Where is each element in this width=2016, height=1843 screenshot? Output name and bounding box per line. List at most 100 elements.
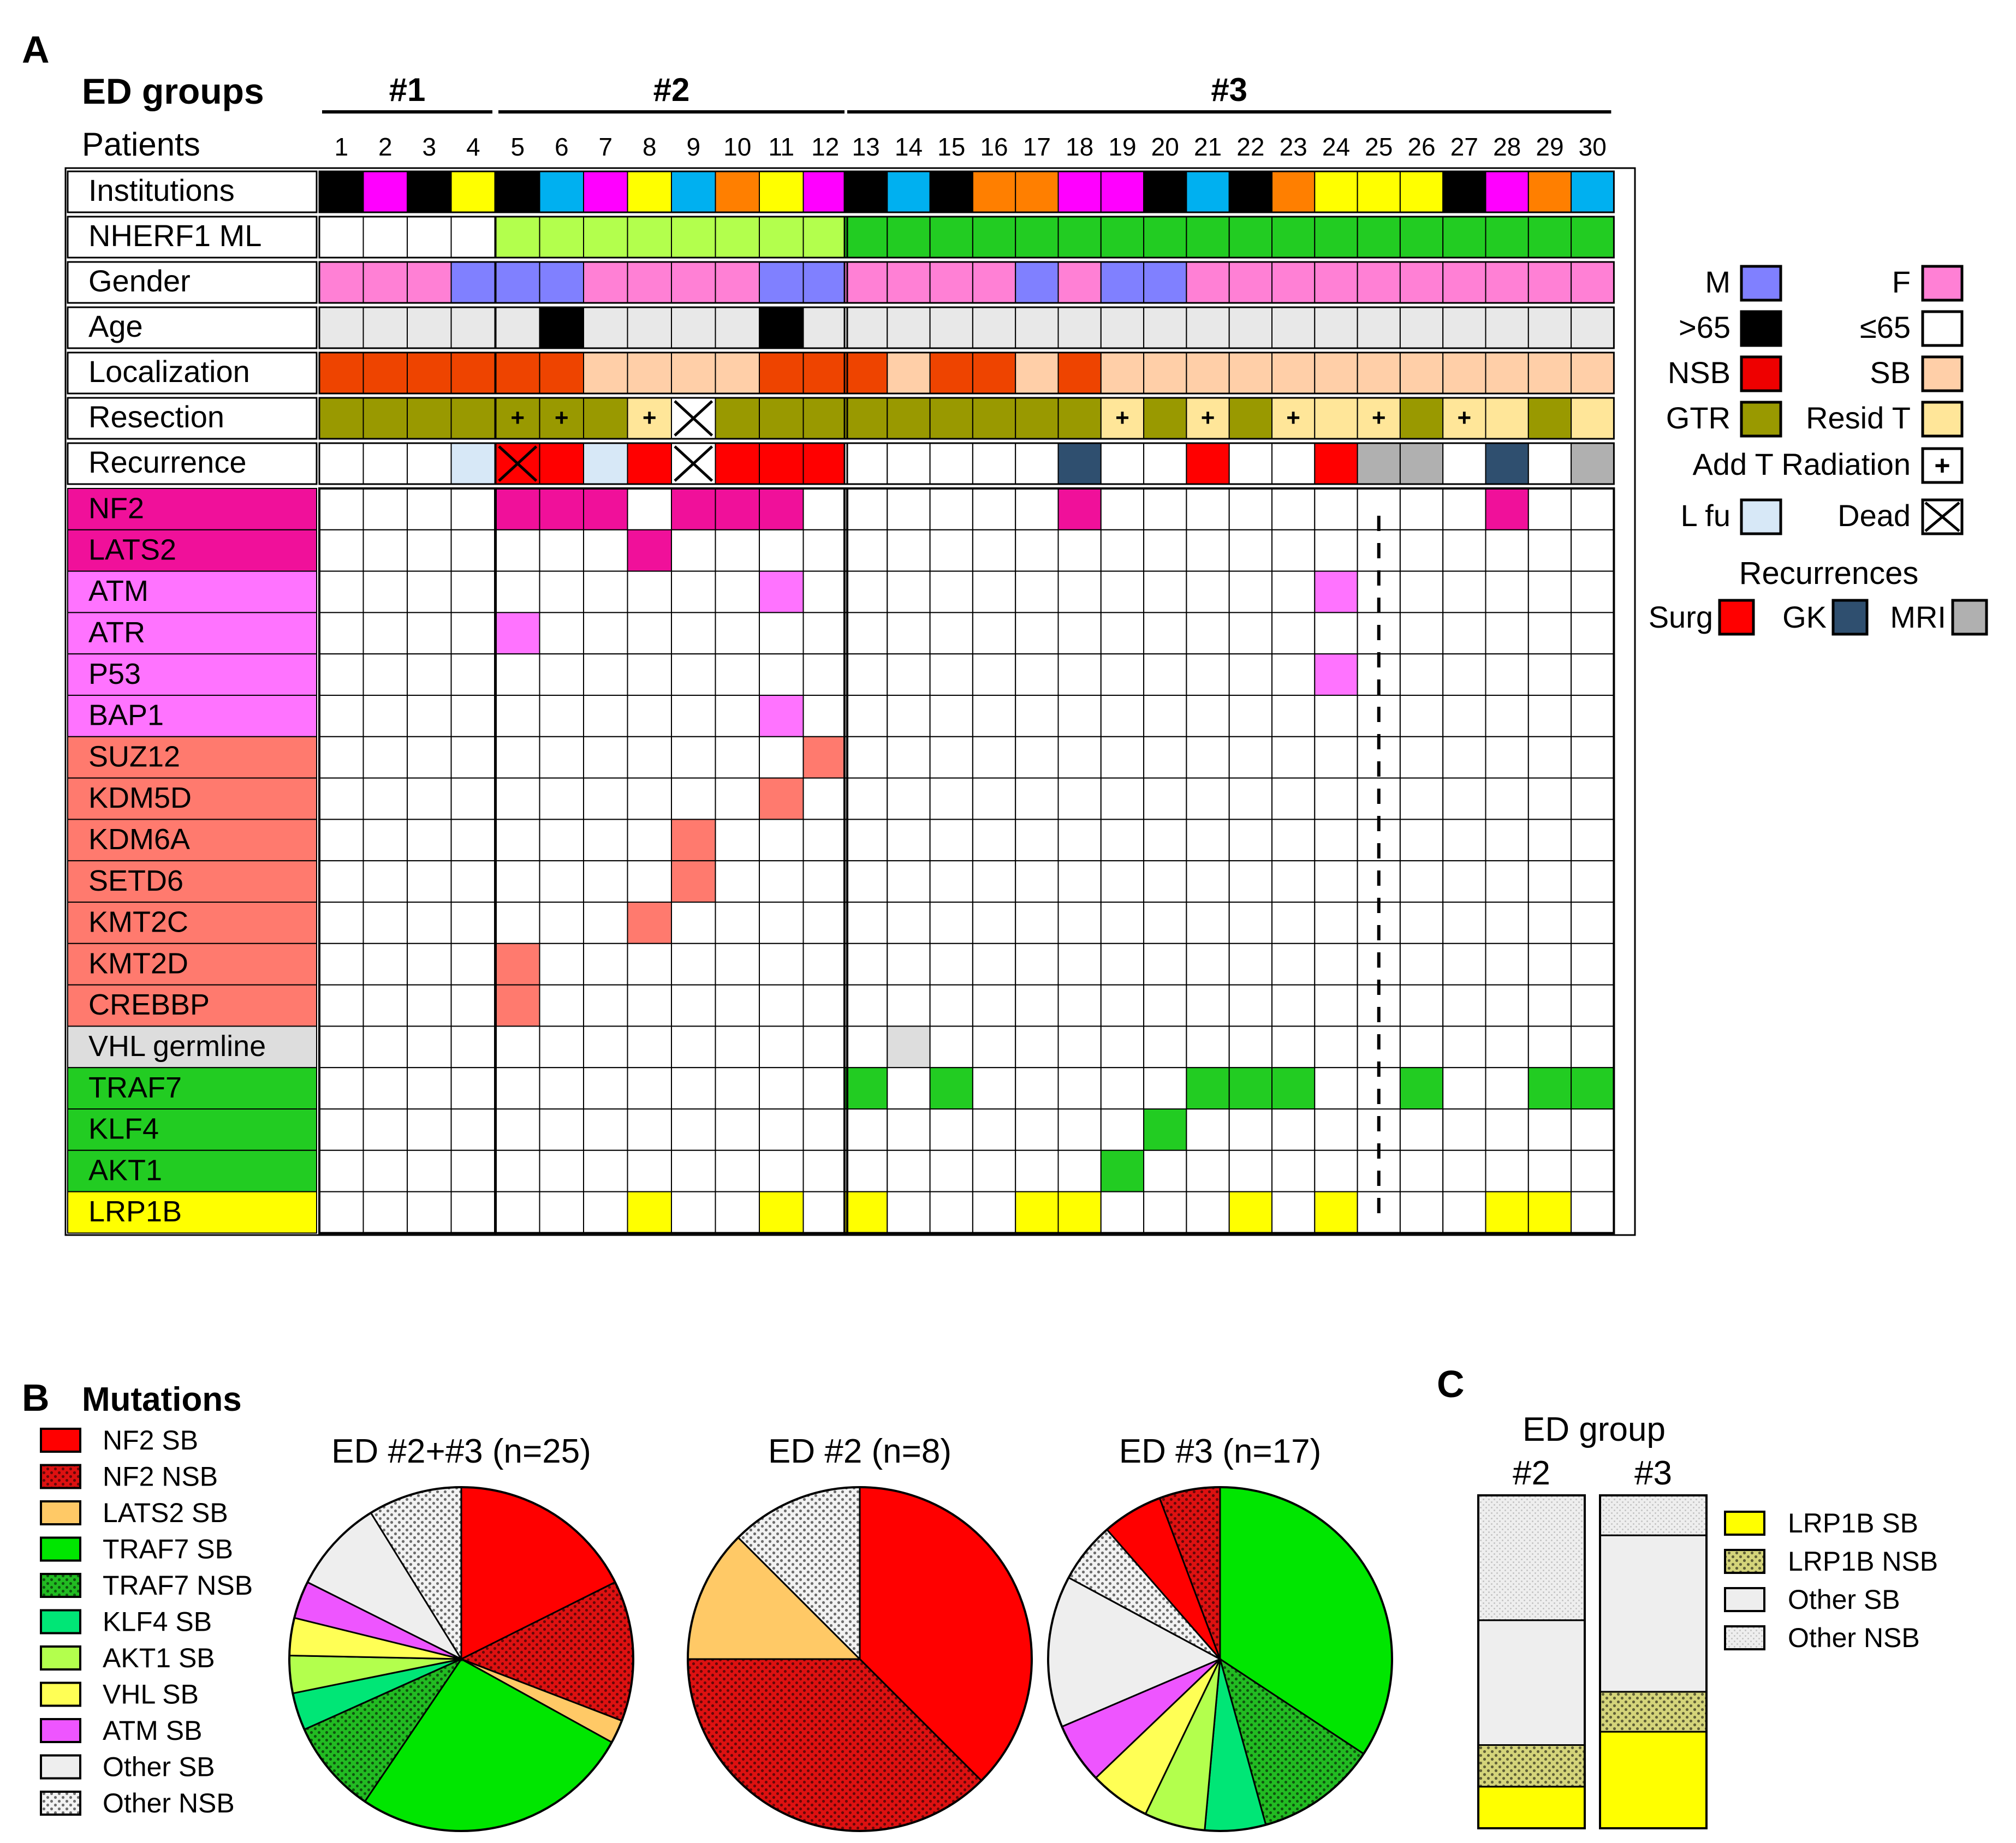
gene-cell (1015, 943, 1059, 986)
gene-label: ATR (88, 616, 145, 649)
gene-cell (1485, 1149, 1529, 1192)
mutation-cell (844, 1067, 888, 1110)
group-label-1: #1 (389, 71, 426, 108)
gene-cell (887, 736, 931, 779)
gene-cell (1271, 488, 1316, 530)
gene-cell (1100, 1067, 1145, 1110)
gene-cell (627, 1067, 672, 1110)
mutation-cell (1485, 1191, 1529, 1234)
gene-label: KDM5D (88, 782, 192, 814)
gene-cell (1271, 902, 1316, 944)
gene-cell (362, 1025, 408, 1069)
clinical-cell (715, 261, 760, 303)
clinical-cell (1314, 216, 1358, 258)
row-label-box (67, 397, 318, 440)
gene-cell (450, 488, 496, 530)
clinical-cell (715, 307, 760, 349)
gene-cell (671, 984, 716, 1027)
gene-label-box (67, 943, 317, 986)
patient-number: 30 (1579, 133, 1607, 161)
legend-swatch-pattern (1725, 1626, 1764, 1649)
pie-outline (1047, 1486, 1393, 1832)
gene-label: KMT2D (88, 947, 188, 980)
gene-label: VHL germline (88, 1030, 266, 1063)
gene-cell (929, 695, 973, 737)
patient-number: 3 (422, 133, 436, 161)
clinical-cell (844, 352, 888, 394)
gene-cell (1015, 570, 1059, 613)
gene-label-box (67, 1025, 317, 1069)
gene-cell (1314, 1067, 1358, 1110)
clinical-cell (539, 397, 584, 439)
gene-cell (1442, 777, 1486, 820)
gene-cell (319, 819, 364, 862)
patient-number: 1 (334, 133, 348, 161)
clinical-cell (583, 216, 628, 258)
gene-cell (1100, 902, 1145, 944)
clinical-cell (929, 397, 973, 439)
gene-cell (539, 529, 584, 572)
clinical-cell (1442, 443, 1486, 485)
gene-cell (1485, 695, 1529, 737)
pie-outline (288, 1486, 634, 1832)
gene-cell (1314, 1108, 1358, 1151)
gene-cell (1399, 570, 1444, 613)
gene-cell (450, 1025, 496, 1069)
gene-cell (671, 1067, 716, 1110)
gene-cell (1485, 529, 1529, 572)
gene-cell (929, 1025, 973, 1069)
gene-cell (844, 488, 888, 530)
gene-cell (1399, 653, 1444, 696)
gene-cell (1314, 1025, 1358, 1069)
clinical-cell (319, 261, 364, 303)
gene-cell (1186, 488, 1230, 530)
gene-label-box (67, 1191, 317, 1234)
patient-number: 22 (1236, 133, 1264, 161)
clinical-cell (802, 443, 848, 485)
gene-cell (972, 860, 1016, 903)
mutation-cell (1271, 1067, 1316, 1110)
legend-swatch-pattern (40, 1791, 81, 1816)
gene-cell (627, 695, 672, 737)
gene-cell (583, 1108, 628, 1151)
gene-cell (407, 1025, 452, 1069)
gene-cell (407, 488, 452, 530)
gene-cell (1271, 984, 1316, 1027)
legend-swatch (40, 1500, 81, 1525)
gene-cell (887, 1108, 931, 1151)
row-block-border (495, 306, 848, 349)
gene-cell (362, 488, 408, 530)
gene-cell (802, 777, 848, 820)
gene-cell (495, 860, 540, 903)
gene-cell (1057, 1067, 1102, 1110)
mutation-cell (671, 860, 716, 903)
patient-numbers: 1 2 3 4 5 6 7 8 9 10 11 12 13 14 15 16 17 18 19 20 21 22 23 24 2… (334, 133, 1606, 161)
gene-cell (1143, 695, 1187, 737)
bar-segment-other-nsb-pattern (1600, 1495, 1706, 1536)
legend-label: SB (1870, 355, 1911, 390)
clinical-cell (1186, 352, 1230, 394)
gene-cell (450, 529, 496, 572)
legend-swatch (1951, 599, 1988, 636)
gene-cell (1271, 1025, 1316, 1069)
gene-cell (450, 1191, 496, 1234)
gene-cell (1186, 1191, 1230, 1234)
gene-cell (1271, 1149, 1316, 1192)
gene-cell (1271, 653, 1316, 696)
dead-mark (498, 445, 538, 482)
clinical-cell (627, 352, 672, 394)
gene-cell (539, 570, 584, 613)
mutation-cell (1057, 1191, 1102, 1234)
gene-cell (972, 1067, 1016, 1110)
mutation-cell (539, 488, 584, 530)
gene-cell (1442, 984, 1486, 1027)
plus-mark: + (1201, 404, 1215, 431)
clinical-cell (1485, 397, 1529, 439)
clinical-cell (844, 216, 888, 258)
legend-recurrences-title: Recurrences (1739, 556, 1919, 591)
gene-label-box (67, 570, 317, 613)
clinical-cell (319, 216, 364, 258)
clinical-cell (627, 261, 672, 303)
pie-slice-nf2-nsb-pattern (688, 1659, 982, 1832)
clinical-cell (1228, 307, 1272, 349)
